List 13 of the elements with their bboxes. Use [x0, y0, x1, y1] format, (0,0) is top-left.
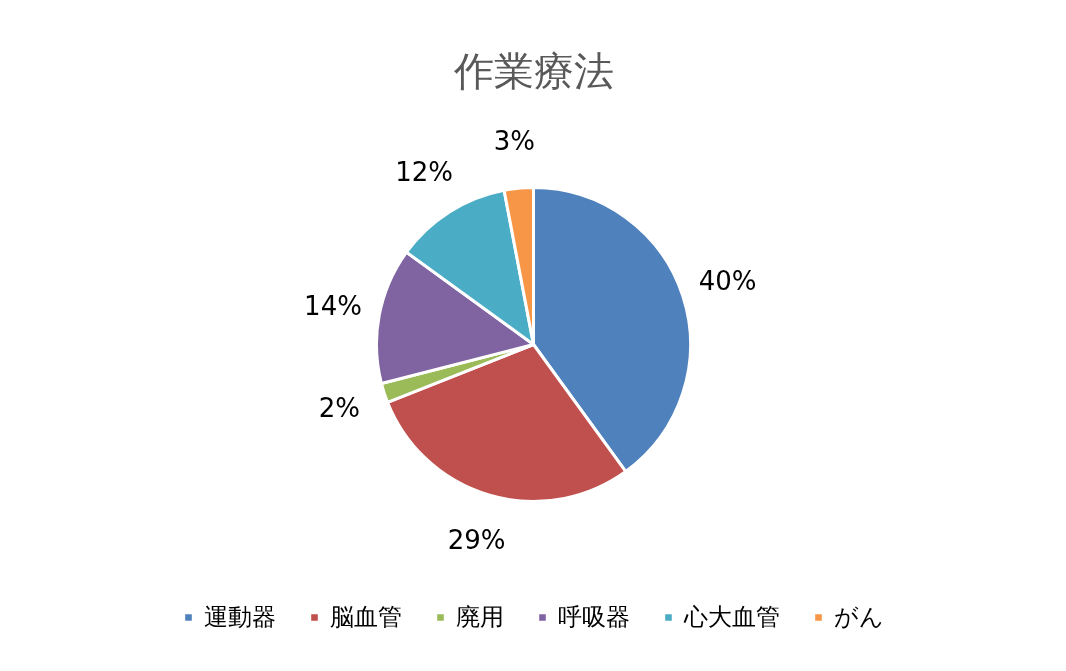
chart-title: 作業療法	[452, 47, 614, 94]
data-label: 40%	[698, 266, 757, 297]
legend-label: 廃用	[456, 602, 504, 633]
legend-label: がん	[834, 602, 884, 633]
legend-label: 心大血管	[684, 602, 780, 633]
data-label: 29%	[447, 525, 506, 556]
data-label: 12%	[395, 157, 454, 188]
data-label: 2%	[318, 392, 361, 423]
legend-label: 運動器	[204, 602, 276, 633]
data-label: 14%	[304, 291, 362, 322]
legend-label: 脳血管	[330, 602, 402, 633]
legend-label: 呼吸器	[558, 602, 630, 633]
data-label: 3%	[493, 126, 535, 157]
